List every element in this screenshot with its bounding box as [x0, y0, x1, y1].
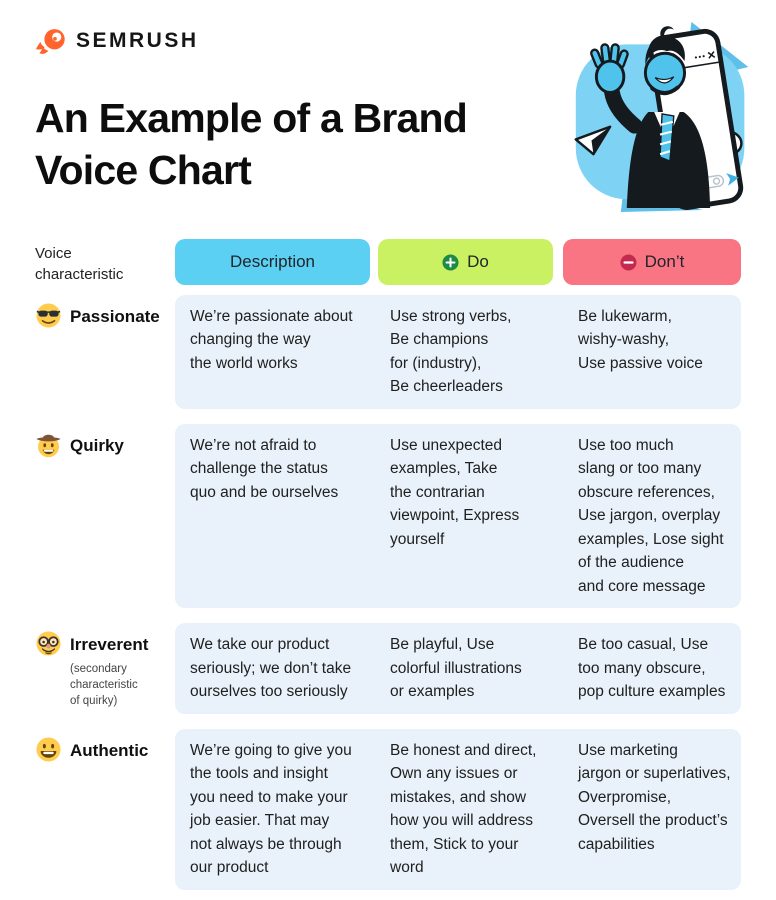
- row-name: Quirky: [70, 435, 124, 455]
- page-title-line2: Voice Chart: [35, 146, 252, 193]
- table-row-quirky: Quirky We’re not afraid to challenge the…: [35, 423, 741, 609]
- row-label-authentic: Authentic: [35, 729, 175, 763]
- disguised-face-emoji-icon: [36, 631, 61, 656]
- row-label-quirky: Quirky: [35, 424, 175, 458]
- waving-hand: [590, 43, 629, 94]
- logo-flame-icon: [36, 29, 65, 54]
- cell-description: We’re not afraid to challenge the status…: [190, 436, 339, 501]
- row-label-passionate: Passionate: [35, 295, 175, 329]
- cell-do: Be playful, Use colorful illustrations o…: [390, 636, 522, 701]
- cell-description: We’re passionate about changing the way …: [190, 307, 353, 372]
- cowboy-emoji-icon: [36, 434, 61, 457]
- semrush-logo: SEMRUSH: [35, 26, 741, 56]
- row-content: We’re not afraid to challenge the status…: [175, 423, 741, 609]
- row-content: We take our product seriously; we don’t …: [175, 623, 741, 714]
- minus-circle-icon: [620, 254, 637, 271]
- table-row-irreverent: Irreverent (secondary characteristic of …: [35, 623, 741, 714]
- plus-circle-icon: [442, 254, 459, 271]
- row-name: Passionate: [70, 306, 160, 326]
- column-header-dont-label: Don’t: [644, 252, 685, 272]
- cell-description: We’re going to give you the tools and in…: [190, 741, 352, 877]
- column-header-dont: Don’t: [563, 239, 741, 286]
- column-header-description: Description: [175, 239, 370, 286]
- table-row-passionate: Passionate We’re passionate about changi…: [35, 294, 741, 409]
- page-title-line1: An Example of a Brand: [35, 95, 468, 141]
- voice-characteristic-label: Voice characteristic: [35, 245, 124, 283]
- row-label-irreverent: Irreverent (secondary characteristic of …: [35, 623, 175, 709]
- cell-dont: Be lukewarm, wishy-washy, Use passive vo…: [578, 307, 703, 372]
- grinning-face-emoji-icon: [36, 737, 61, 762]
- cell-do: Use strong verbs, Be champions for (indu…: [390, 307, 512, 396]
- brand-voice-chart: Voice characteristic Description Do Don’…: [35, 239, 741, 890]
- column-header-description-label: Description: [229, 252, 316, 272]
- cell-do: Use unexpected examples, Take the contra…: [390, 436, 520, 548]
- logo-wordmark: SEMRUSH: [76, 29, 199, 52]
- cell-dont: Be too casual, Use too many obscure, pop…: [578, 636, 726, 701]
- cell-do: Be honest and direct, Own any issues or …: [390, 741, 537, 877]
- hero-illustration-man-in-phone: [574, 21, 749, 212]
- table-row-authentic: Authentic We’re going to give you the to…: [35, 728, 741, 890]
- chart-header-row: Voice characteristic Description Do Don’…: [35, 239, 741, 286]
- sunglasses-emoji-icon: [36, 303, 61, 328]
- row-content: We’re passionate about changing the way …: [175, 294, 741, 409]
- cell-dont: Use too much slang or too many obscure r…: [578, 436, 724, 595]
- cell-dont: Use marketing jargon or superlatives, Ov…: [578, 741, 731, 853]
- send-icon: [726, 173, 739, 186]
- row-name: Authentic: [70, 740, 149, 760]
- paper-plane-icon: [574, 125, 612, 156]
- cell-description: We take our product seriously; we don’t …: [190, 636, 352, 701]
- column-header-do-label: Do: [467, 252, 489, 272]
- man-figure: [604, 26, 711, 209]
- column-header-do: Do: [378, 239, 553, 286]
- row-name: Irreverent: [70, 635, 149, 655]
- row-content: We’re going to give you the tools and in…: [175, 728, 741, 890]
- page-title: An Example of a Brand Voice Chart: [35, 93, 555, 196]
- row-note: (secondary characteristic of quirky): [70, 663, 138, 708]
